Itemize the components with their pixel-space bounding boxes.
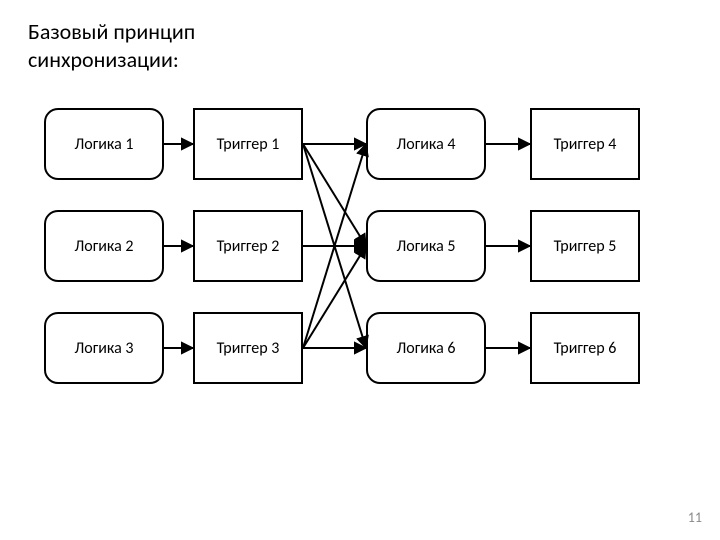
page-number: 11 <box>688 509 702 526</box>
node-label: Логика 6 <box>397 339 456 358</box>
node-label: Логика 2 <box>75 237 134 256</box>
node-L6: Логика 6 <box>366 312 486 384</box>
edge-T1-L6 <box>303 144 366 348</box>
node-label: Логика 3 <box>75 339 134 358</box>
node-L3: Логика 3 <box>44 312 164 384</box>
edge-T1-L5 <box>303 144 366 246</box>
node-label: Логика 1 <box>75 135 134 154</box>
node-label: Триггер 6 <box>554 339 617 358</box>
node-label: Триггер 2 <box>217 237 280 256</box>
edge-T3-L5 <box>303 246 366 348</box>
node-T1: Триггер 1 <box>193 108 303 180</box>
page-title: Базовый принципсинхронизации: <box>28 18 195 73</box>
node-label: Логика 5 <box>397 237 456 256</box>
node-label: Триггер 1 <box>217 135 280 154</box>
node-L1: Логика 1 <box>44 108 164 180</box>
node-label: Триггер 3 <box>217 339 280 358</box>
node-label: Триггер 5 <box>554 237 617 256</box>
node-label: Логика 4 <box>397 135 456 154</box>
node-T3: Триггер 3 <box>193 312 303 384</box>
node-T5: Триггер 5 <box>530 210 640 282</box>
node-T4: Триггер 4 <box>530 108 640 180</box>
node-T2: Триггер 2 <box>193 210 303 282</box>
node-T6: Триггер 6 <box>530 312 640 384</box>
node-L5: Логика 5 <box>366 210 486 282</box>
node-L2: Логика 2 <box>44 210 164 282</box>
node-label: Триггер 4 <box>554 135 617 154</box>
node-L4: Логика 4 <box>366 108 486 180</box>
edge-T3-L4 <box>303 144 366 348</box>
